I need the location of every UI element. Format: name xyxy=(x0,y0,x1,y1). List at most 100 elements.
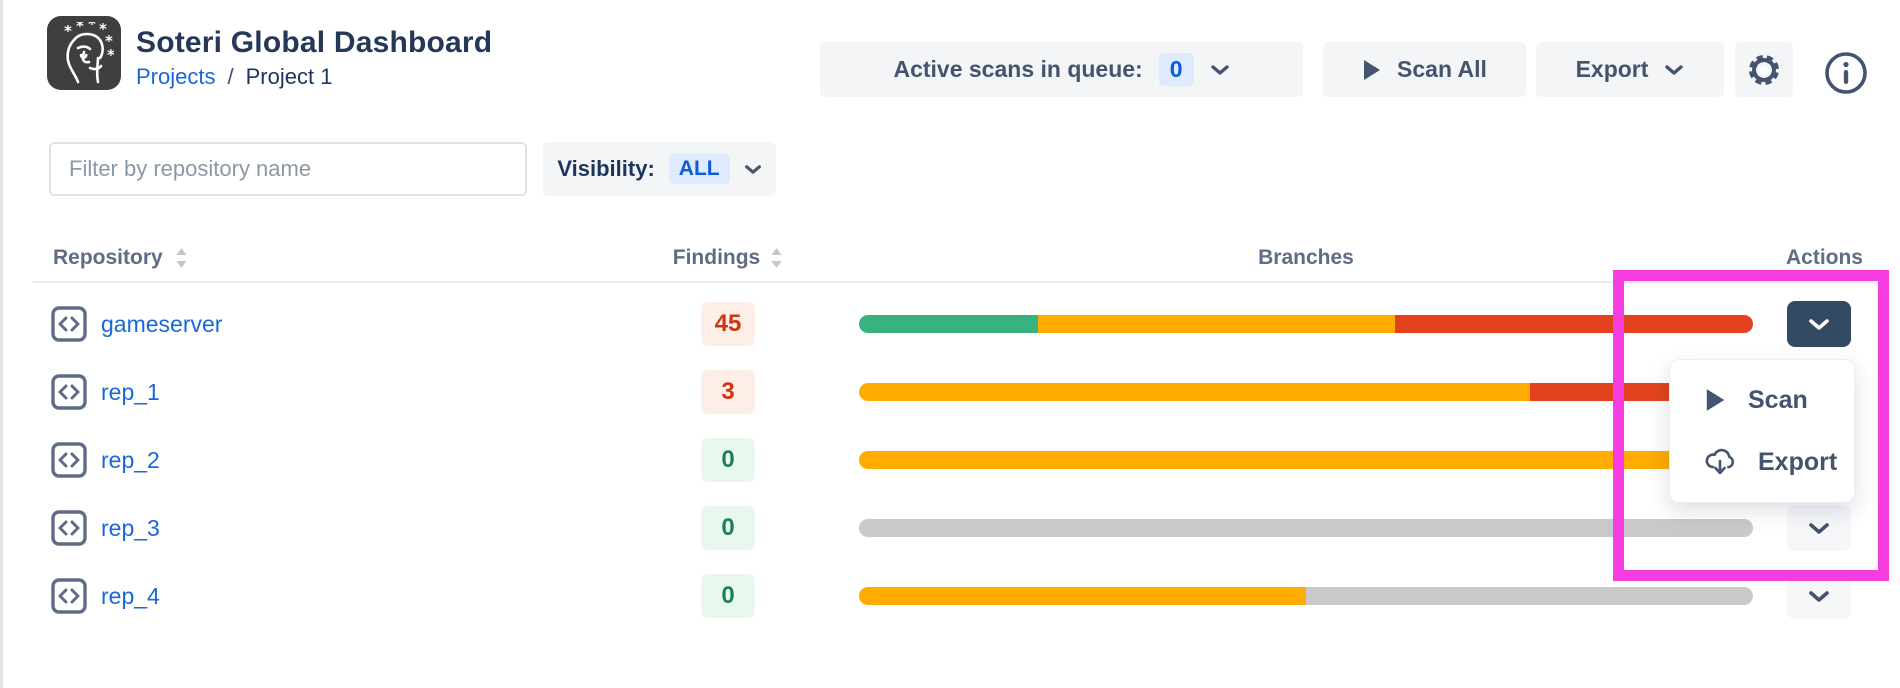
findings-badge: 0 xyxy=(701,506,755,550)
actions-cell xyxy=(1771,573,1873,619)
repository-link[interactable]: rep_1 xyxy=(101,378,160,405)
scan-all-label: Scan All xyxy=(1397,56,1487,82)
row-actions-menu: Scan Export xyxy=(1669,359,1855,503)
settings-button[interactable] xyxy=(1735,42,1793,97)
table-body: gameserver 45 xyxy=(33,283,1873,630)
actions-cell xyxy=(1771,505,1873,551)
chevron-down-icon xyxy=(1809,522,1829,534)
breadcrumb-projects-link[interactable]: Projects xyxy=(136,64,216,89)
findings-badge: 3 xyxy=(701,370,755,414)
menu-item-label: Scan xyxy=(1748,385,1808,414)
chevron-down-icon xyxy=(1809,590,1829,602)
repository-filter-input[interactable] xyxy=(49,142,527,196)
play-icon xyxy=(1706,389,1725,411)
findings-cell: 45 xyxy=(663,302,793,346)
info-icon xyxy=(1825,52,1867,94)
branches-cell xyxy=(793,383,1771,401)
svg-text:*: * xyxy=(99,22,107,38)
column-header-branches: Branches xyxy=(1258,246,1354,269)
svg-text:*: * xyxy=(88,22,96,33)
branch-bar-segment xyxy=(1037,315,1396,333)
row-actions-dropdown-button[interactable] xyxy=(1787,573,1851,619)
active-scans-count-badge: 0 xyxy=(1158,53,1194,86)
gear-icon xyxy=(1749,54,1779,85)
findings-badge: 45 xyxy=(701,302,755,346)
repository-link[interactable]: rep_4 xyxy=(101,582,160,609)
branch-status-bar xyxy=(859,383,1753,401)
chevron-down-icon xyxy=(744,164,761,174)
sort-icon xyxy=(771,248,782,268)
branch-bar-segment xyxy=(859,383,1530,401)
row-actions-dropdown-button[interactable] xyxy=(1787,505,1851,551)
branch-bar-segment xyxy=(859,451,1753,469)
chevron-down-icon xyxy=(1809,318,1829,330)
branch-status-bar xyxy=(859,519,1753,537)
menu-item-scan[interactable]: Scan xyxy=(1670,369,1854,431)
column-header-label: Findings xyxy=(672,246,761,269)
active-scans-label: Active scans in queue: xyxy=(893,56,1143,82)
svg-text:*: * xyxy=(107,46,114,64)
code-repo-icon xyxy=(51,510,87,546)
branch-status-bar xyxy=(859,587,1753,605)
visibility-dropdown[interactable]: Visibility: ALL xyxy=(543,142,776,196)
breadcrumb-separator: / xyxy=(227,64,234,89)
row-actions-dropdown-button[interactable] xyxy=(1787,301,1851,347)
cloud-download-icon xyxy=(1705,448,1735,475)
table-row: rep_1 3 xyxy=(33,358,1873,426)
code-repo-icon xyxy=(51,442,87,478)
table-row: rep_3 0 xyxy=(33,494,1873,562)
soteri-logo: *** *** xyxy=(47,16,121,90)
visibility-label: Visibility: xyxy=(557,156,655,181)
branch-bar-segment xyxy=(859,519,1753,537)
branches-cell xyxy=(793,519,1771,537)
repository-cell: rep_3 xyxy=(33,510,663,546)
repository-link[interactable]: rep_3 xyxy=(101,514,160,541)
export-label: Export xyxy=(1575,56,1649,82)
svg-text:*: * xyxy=(64,22,72,40)
menu-item-export[interactable]: Export xyxy=(1670,431,1854,493)
findings-cell: 0 xyxy=(663,506,793,550)
findings-badge: 0 xyxy=(701,574,755,618)
findings-cell: 0 xyxy=(663,438,793,482)
column-header-actions: Actions xyxy=(1785,246,1863,269)
column-header-repository[interactable]: Repository xyxy=(33,246,663,270)
repository-cell: rep_1 xyxy=(33,374,663,410)
play-icon xyxy=(1364,59,1381,80)
code-repo-icon xyxy=(51,578,87,614)
table-row: gameserver 45 xyxy=(33,290,1873,358)
table-row: rep_2 0 xyxy=(33,426,1873,494)
svg-text:*: * xyxy=(105,32,113,50)
soteri-face-icon: *** *** xyxy=(64,22,114,84)
repository-link[interactable]: rep_2 xyxy=(101,446,160,473)
column-header-findings[interactable]: Findings xyxy=(663,246,793,270)
column-header-label: Repository xyxy=(53,246,163,269)
breadcrumb: Projects / Project 1 xyxy=(136,64,332,90)
repository-link[interactable]: gameserver xyxy=(101,310,223,337)
actions-cell xyxy=(1771,301,1873,347)
chevron-down-icon xyxy=(1665,64,1684,75)
active-scans-dropdown[interactable]: Active scans in queue: 0 xyxy=(820,42,1303,97)
repository-cell: rep_2 xyxy=(33,442,663,478)
sort-icon xyxy=(176,248,187,268)
svg-text:*: * xyxy=(76,22,84,35)
chevron-down-icon xyxy=(1210,64,1229,75)
code-repo-icon xyxy=(51,374,87,410)
code-repo-icon xyxy=(51,306,87,342)
branches-cell xyxy=(793,587,1771,605)
repository-cell: rep_4 xyxy=(33,578,663,614)
page-title: Soteri Global Dashboard xyxy=(136,26,493,59)
breadcrumb-current: Project 1 xyxy=(245,64,333,89)
table-row: rep_4 0 xyxy=(33,562,1873,630)
branch-bar-segment xyxy=(859,587,1306,605)
branch-bar-segment xyxy=(1395,315,1753,333)
table-header-row: Repository Findings Branches Actions xyxy=(33,235,1873,283)
findings-badge: 0 xyxy=(701,438,755,482)
info-button[interactable] xyxy=(1823,50,1869,96)
menu-item-label: Export xyxy=(1758,447,1838,476)
findings-cell: 3 xyxy=(663,370,793,414)
export-dropdown[interactable]: Export xyxy=(1536,42,1724,97)
scan-all-button[interactable]: Scan All xyxy=(1323,42,1526,97)
branch-status-bar xyxy=(859,315,1753,333)
branches-cell xyxy=(793,451,1771,469)
branches-cell xyxy=(793,315,1771,333)
